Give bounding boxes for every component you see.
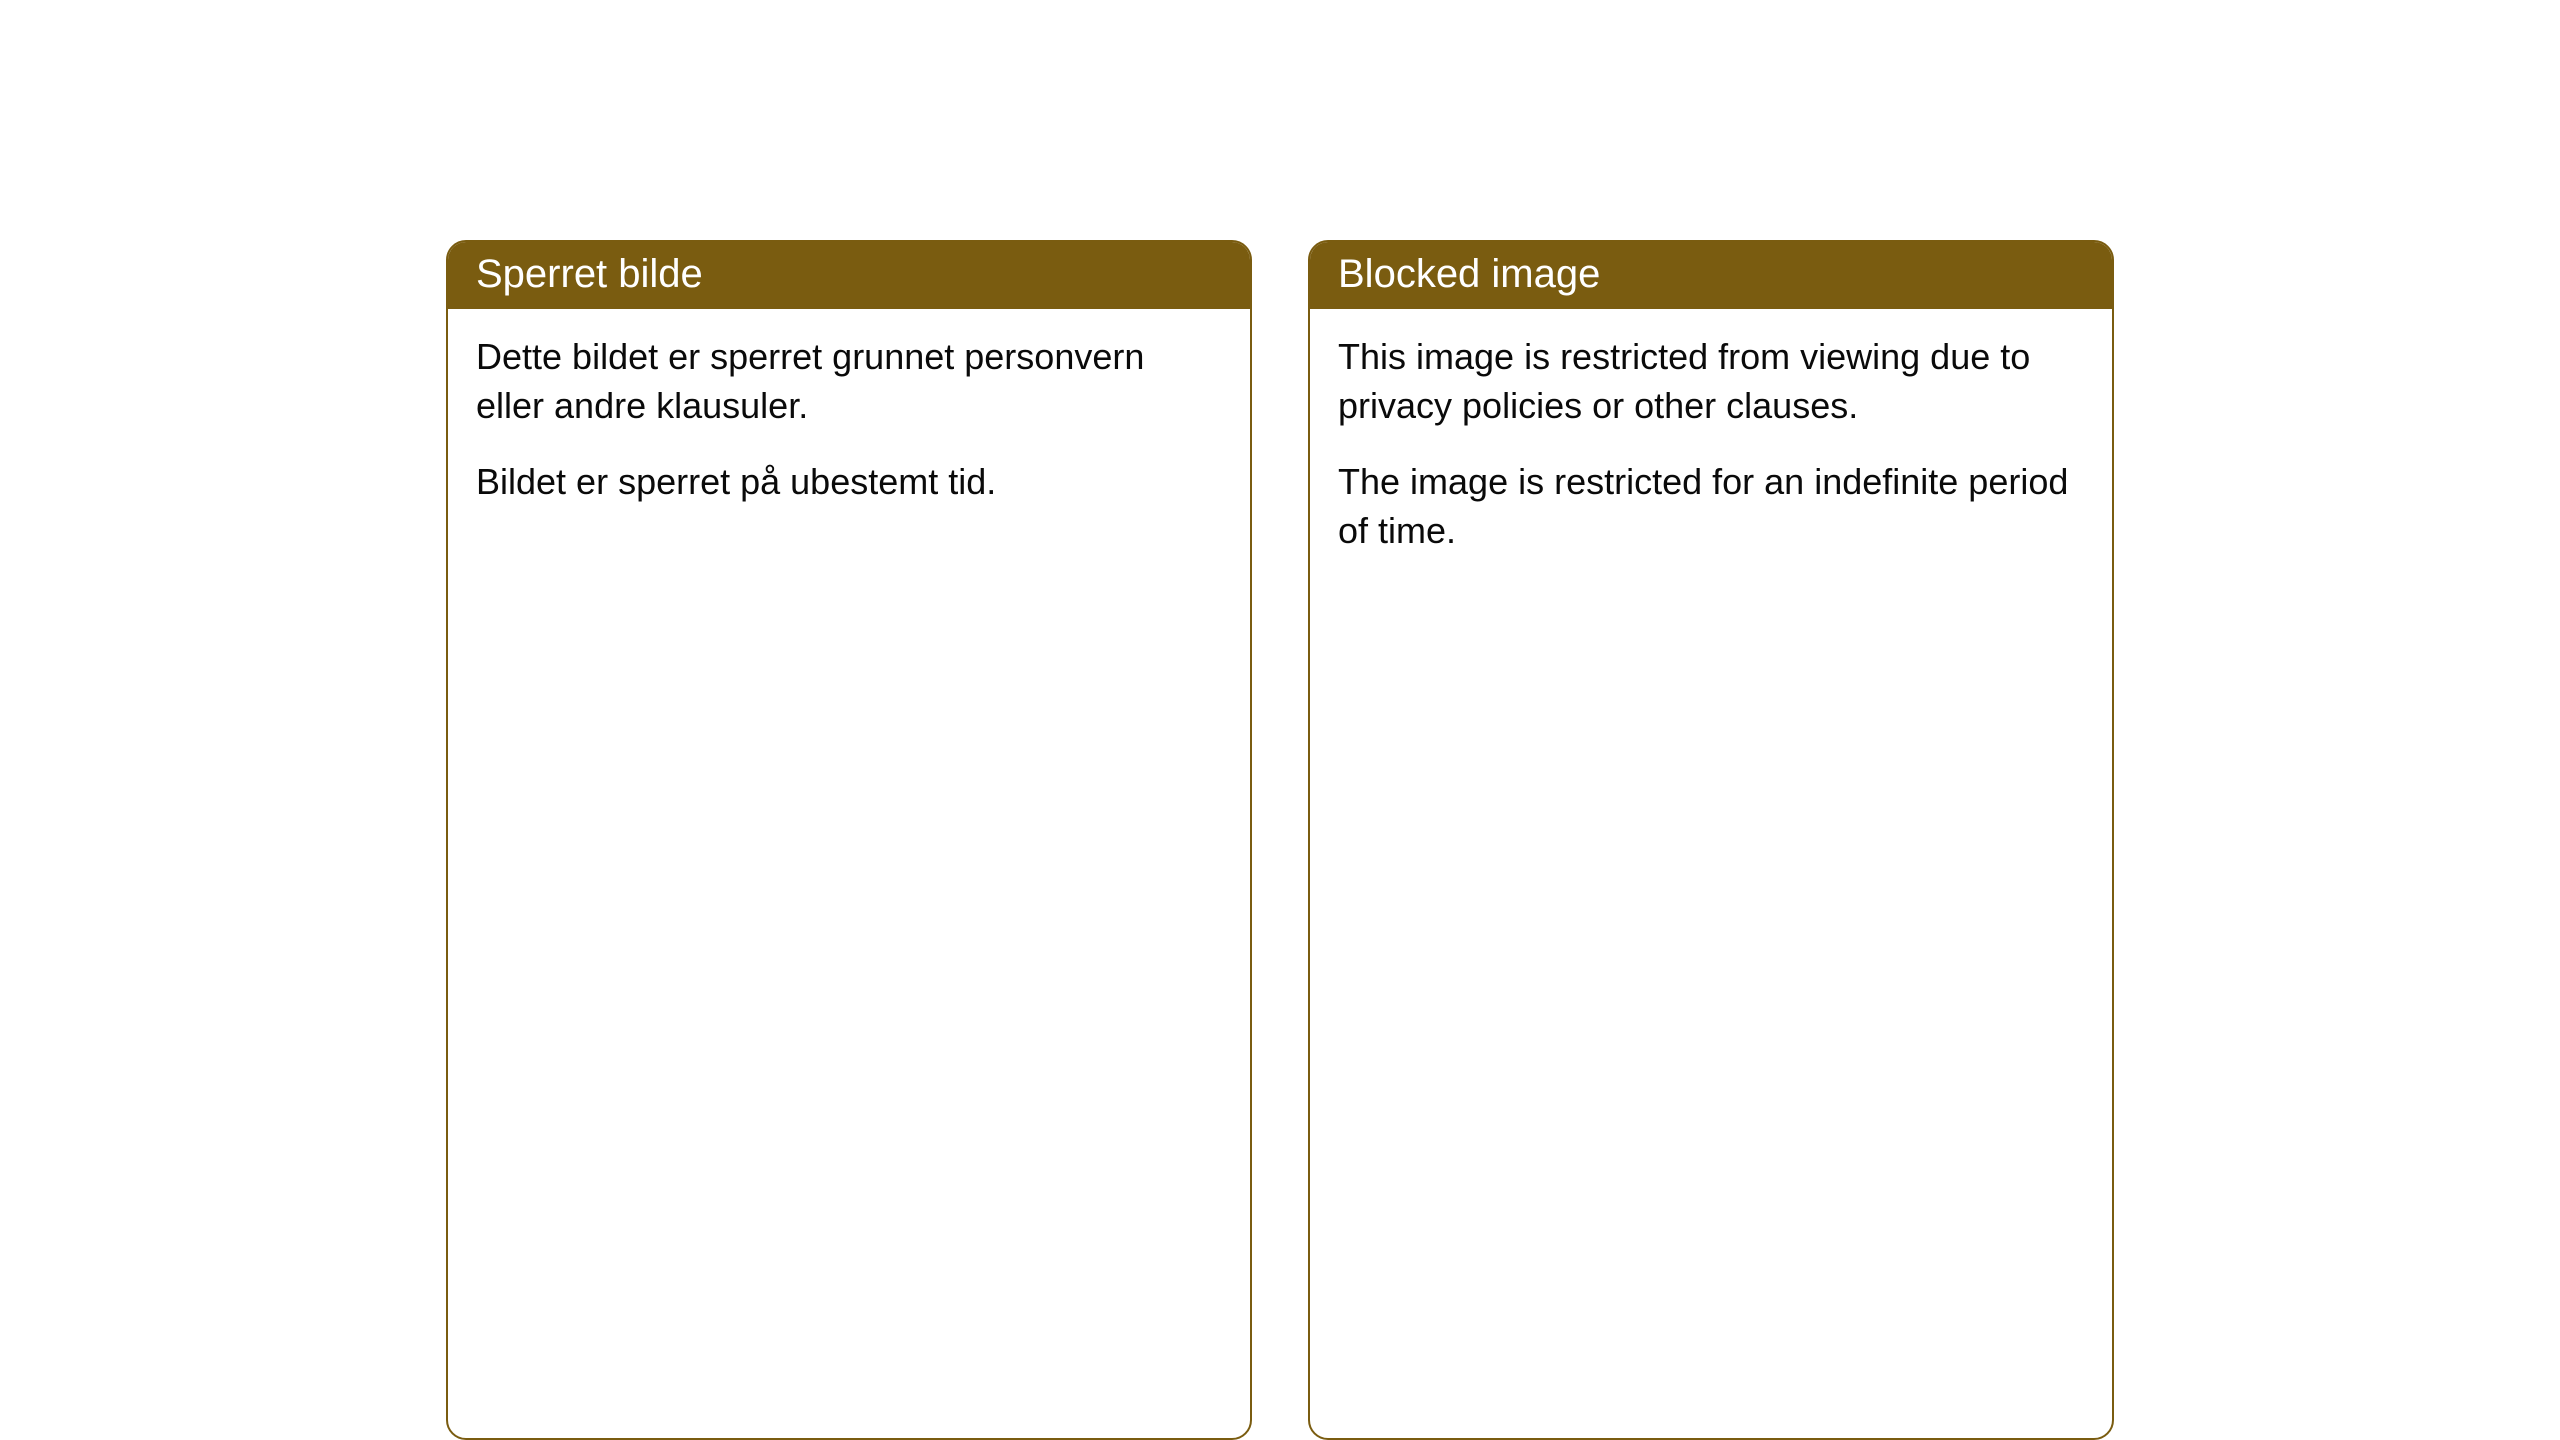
card-paragraph: The image is restricted for an indefinit… xyxy=(1338,458,2084,555)
blocked-image-card-norwegian: Sperret bilde Dette bildet er sperret gr… xyxy=(446,240,1252,1440)
card-title: Blocked image xyxy=(1338,252,1600,296)
card-paragraph: Dette bildet er sperret grunnet personve… xyxy=(476,333,1222,430)
cards-container: Sperret bilde Dette bildet er sperret gr… xyxy=(446,240,2114,1440)
card-paragraph: Bildet er sperret på ubestemt tid. xyxy=(476,458,1222,507)
card-paragraph: This image is restricted from viewing du… xyxy=(1338,333,2084,430)
card-body: This image is restricted from viewing du… xyxy=(1310,309,2112,591)
card-title: Sperret bilde xyxy=(476,252,703,296)
card-header: Sperret bilde xyxy=(448,242,1250,309)
blocked-image-card-english: Blocked image This image is restricted f… xyxy=(1308,240,2114,1440)
card-header: Blocked image xyxy=(1310,242,2112,309)
card-body: Dette bildet er sperret grunnet personve… xyxy=(448,309,1250,543)
